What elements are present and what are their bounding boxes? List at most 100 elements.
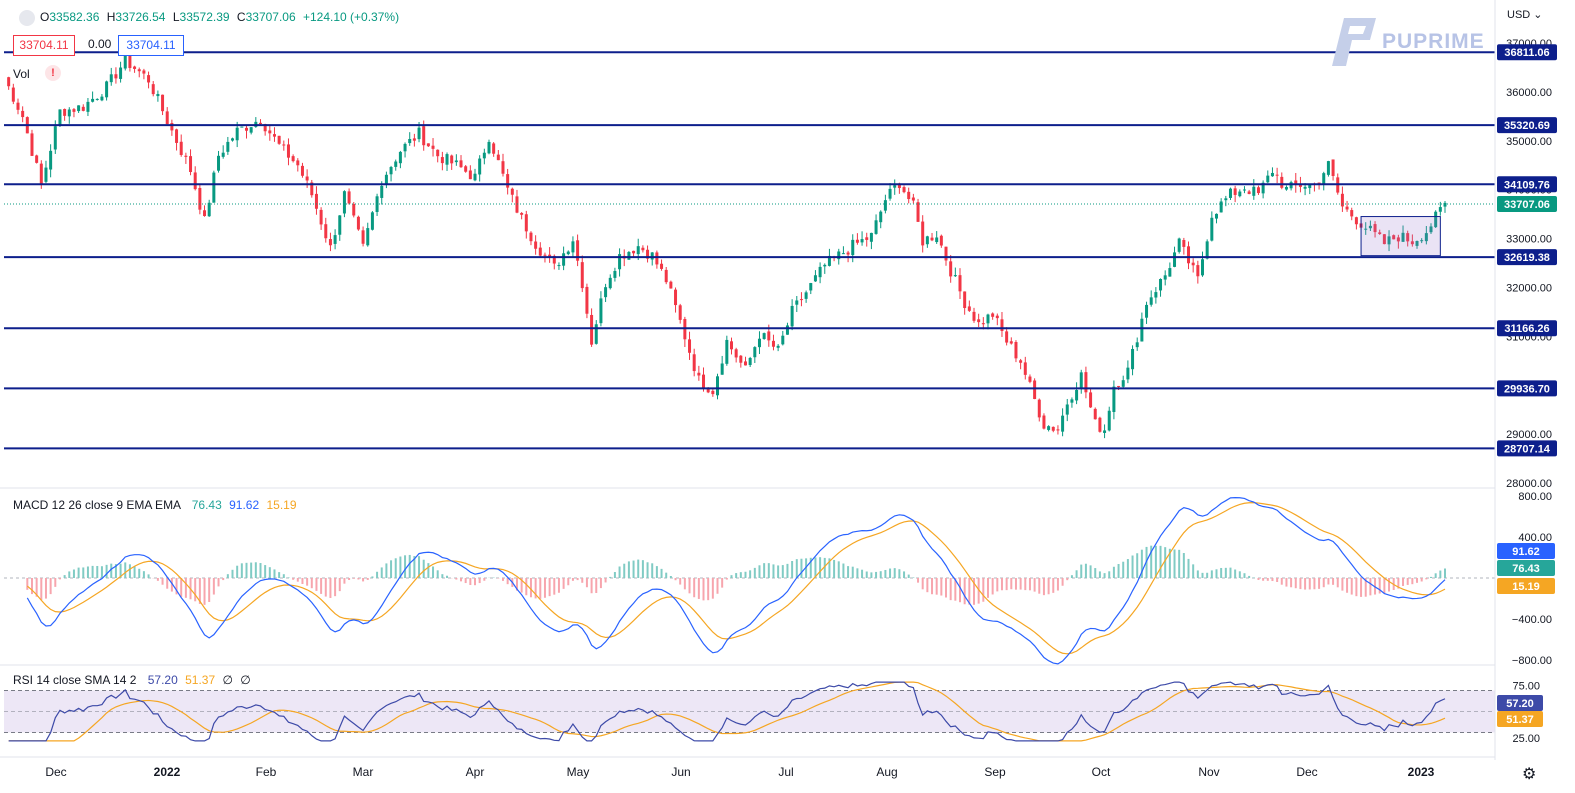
candle (692, 348, 696, 377)
candle-body (1406, 233, 1410, 242)
candle-body (557, 265, 561, 267)
ohlc-close: 33707.06 (245, 10, 296, 24)
candle (739, 355, 743, 368)
candle (632, 250, 636, 257)
candle-body (524, 214, 528, 232)
spread-value: 0.00 (88, 37, 112, 51)
candle (1354, 216, 1358, 230)
collapse-legend-icon[interactable] (19, 10, 35, 26)
candle (650, 252, 654, 266)
candle-body (403, 143, 407, 152)
sell-price-button[interactable]: 33704.11 (13, 35, 75, 56)
candle (342, 190, 346, 218)
candle (799, 292, 803, 307)
candle-body (548, 254, 552, 258)
candle-body (688, 339, 692, 353)
candle-body (1294, 180, 1298, 186)
candle-body (119, 67, 123, 79)
rsi-pane[interactable] (4, 681, 1495, 742)
candle (1093, 407, 1097, 420)
candle (240, 126, 244, 128)
candle-body (114, 74, 118, 79)
candle (403, 142, 407, 158)
candle-body (426, 143, 430, 147)
warning-icon[interactable]: ! (45, 65, 61, 81)
candle (1089, 388, 1093, 408)
candle-body (594, 324, 598, 344)
candle (921, 215, 925, 253)
buy-price-button[interactable]: 33704.11 (118, 35, 184, 56)
price-tick-label: 35000.00 (1506, 136, 1552, 148)
candle-body (422, 126, 426, 146)
candle-body (137, 69, 141, 72)
candle-body (1368, 225, 1372, 229)
candle (776, 344, 780, 352)
candle-body (7, 77, 11, 87)
currency-dropdown[interactable]: USD ⌄ (1507, 8, 1543, 21)
candle (217, 150, 221, 173)
candle-body (618, 254, 622, 270)
candle-body (203, 210, 207, 217)
candle-body (1117, 385, 1121, 387)
candle-body (944, 246, 948, 261)
candle-body (902, 187, 906, 193)
candle-body (454, 160, 458, 163)
rsi-legend-value: 57.20 (147, 673, 178, 687)
candle-body (184, 155, 188, 157)
candle-body (263, 124, 267, 132)
candle (1382, 234, 1386, 245)
macd-legend-macd: 91.62 (229, 498, 260, 512)
candle (1084, 366, 1088, 399)
candle-body (981, 323, 985, 325)
macd-pane[interactable] (4, 497, 1495, 665)
candle-body (995, 315, 999, 319)
candle-body (865, 237, 869, 240)
rsi-value-label: 57.20 (1506, 698, 1534, 710)
candle-body (935, 237, 939, 243)
candle-body (1028, 376, 1032, 382)
candle-body (193, 172, 197, 190)
candle (599, 291, 603, 327)
candle-body (515, 196, 519, 213)
candle-body (1382, 234, 1386, 245)
candle (179, 134, 183, 157)
candle (91, 91, 95, 103)
candle (394, 159, 398, 171)
candle-body (231, 138, 235, 141)
candle-body (1238, 191, 1242, 197)
candle-body (235, 127, 239, 141)
candle-body (1075, 389, 1079, 401)
candle (991, 312, 995, 320)
candle-body (431, 145, 435, 149)
candle (193, 166, 197, 191)
candle-body (841, 253, 845, 255)
candle (249, 126, 253, 135)
candle (860, 231, 864, 246)
candle (496, 149, 500, 161)
ohlc-high: 33726.54 (115, 10, 166, 24)
candle-body (1266, 175, 1270, 183)
candle-body (436, 149, 440, 157)
candle-body (953, 275, 957, 277)
candle-body (1284, 187, 1288, 190)
candle (282, 140, 286, 151)
candle (1392, 234, 1396, 240)
candle-body (963, 291, 967, 309)
candle (1424, 226, 1428, 245)
candle-body (151, 84, 155, 95)
candle-body (669, 281, 673, 289)
candle-body (282, 144, 286, 146)
price-pane[interactable] (4, 48, 1495, 450)
candle-body (244, 127, 248, 131)
candle (515, 189, 519, 214)
candle-body (58, 109, 62, 125)
candle (81, 104, 85, 112)
candle (809, 282, 813, 295)
candle (105, 80, 109, 101)
candle-body (67, 109, 71, 117)
gear-icon[interactable]: ⚙ (1522, 766, 1537, 783)
candle-body (664, 269, 668, 283)
candle-body (795, 300, 799, 305)
candle-body (1131, 348, 1135, 370)
